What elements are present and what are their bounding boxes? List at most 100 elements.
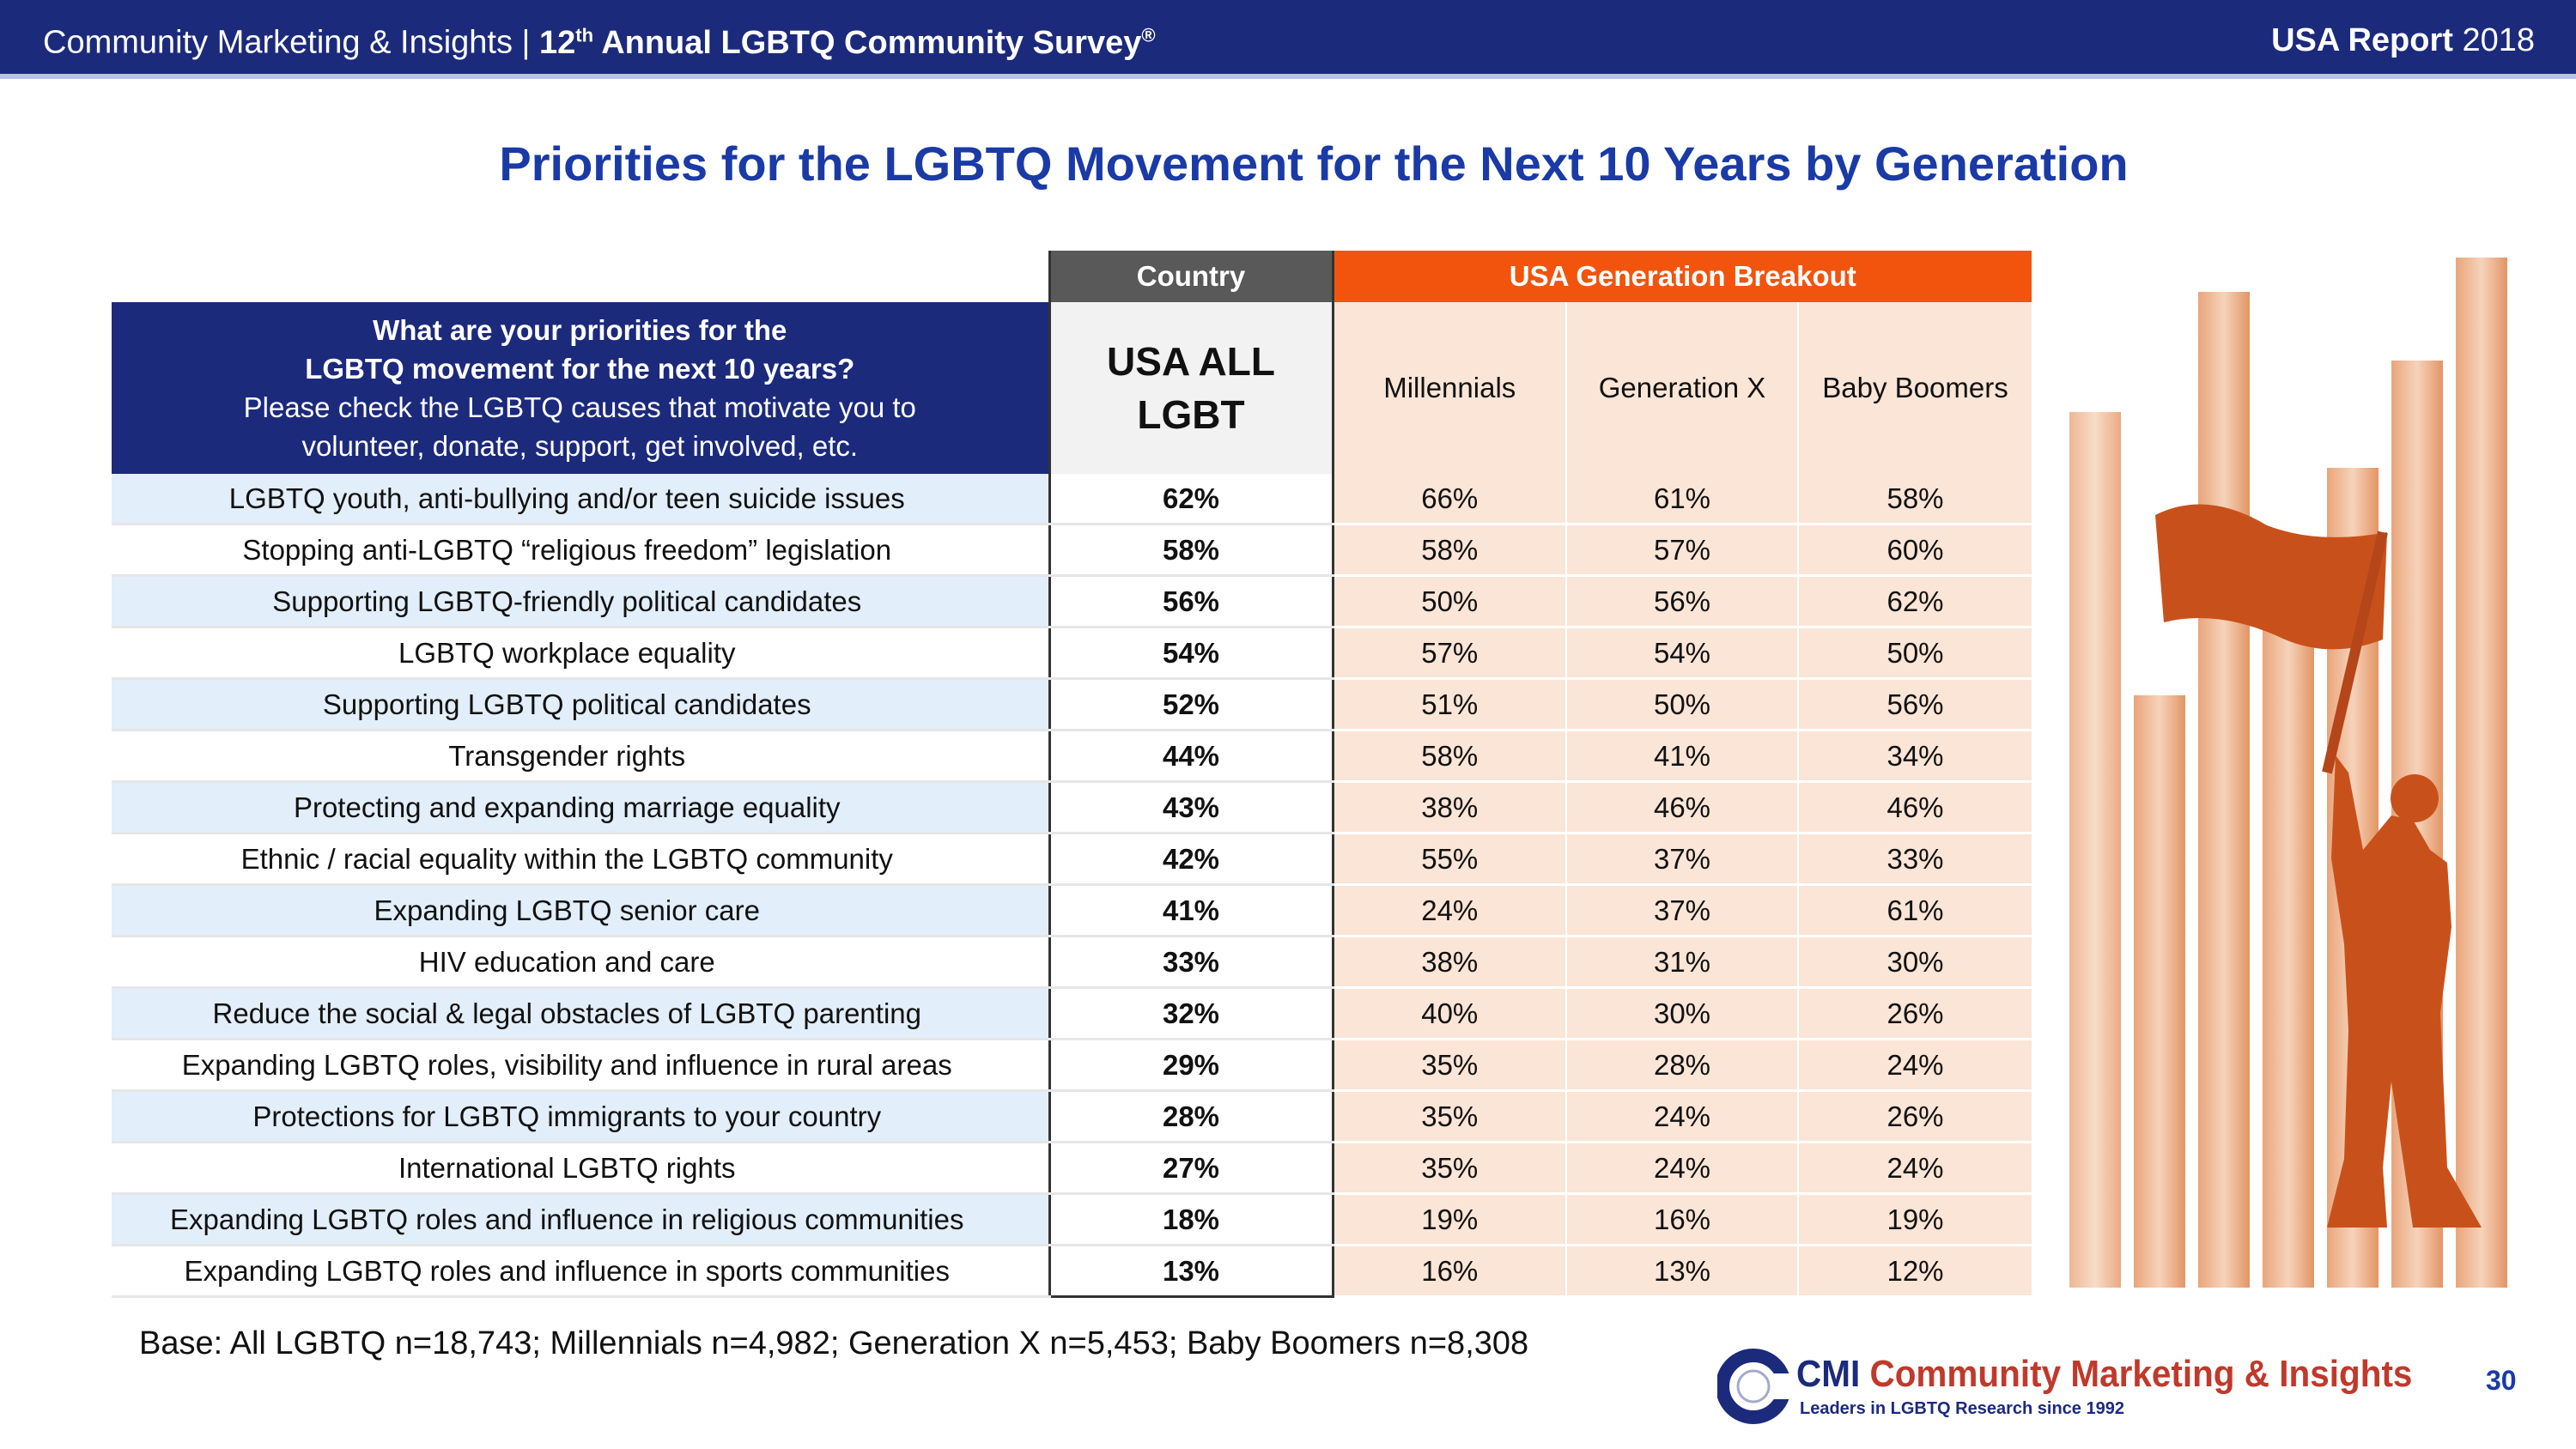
cause-cell: Ethnic / racial equality within the LGBT… bbox=[112, 833, 1049, 886]
stripe-3 bbox=[2198, 292, 2250, 1288]
usa-all-value: 28% bbox=[1048, 1090, 1334, 1143]
millennials-value: 19% bbox=[1332, 1193, 1566, 1246]
table-row: LGBTQ workplace equality 54% 57% 54% 50% bbox=[112, 627, 2032, 680]
genx-value: 37% bbox=[1565, 833, 1798, 886]
band-country: Country bbox=[1048, 251, 1334, 302]
boomers-value: 60% bbox=[1797, 524, 2032, 577]
genx-value: 50% bbox=[1565, 678, 1798, 731]
genx-value: 31% bbox=[1565, 936, 1798, 989]
usa-all-value: 52% bbox=[1048, 678, 1334, 731]
millennials-value: 16% bbox=[1332, 1245, 1566, 1298]
flag-bearer-illustration bbox=[2069, 258, 2507, 1288]
cause-cell: Expanding LGBTQ senior care bbox=[112, 884, 1049, 937]
usa-all-value: 18% bbox=[1048, 1193, 1334, 1246]
usa-all-value: 43% bbox=[1048, 781, 1334, 834]
genx-value: 30% bbox=[1565, 987, 1798, 1040]
report-label: USA Report 2018 bbox=[2271, 22, 2535, 59]
stripe-2 bbox=[2134, 695, 2185, 1288]
cause-cell: International LGBTQ rights bbox=[112, 1142, 1049, 1195]
priorities-table: Country USA Generation Breakout What are… bbox=[112, 251, 2032, 1298]
cause-cell: LGBTQ youth, anti-bullying and/or teen s… bbox=[112, 474, 1049, 525]
genx-value: 46% bbox=[1565, 781, 1798, 834]
stripe-7 bbox=[2456, 258, 2507, 1288]
table-row: International LGBTQ rights 27% 35% 24% 24% bbox=[112, 1142, 2032, 1195]
table-row: Supporting LGBTQ-friendly political cand… bbox=[112, 575, 2032, 628]
boomers-value: 12% bbox=[1797, 1245, 2032, 1298]
cause-cell: Expanding LGBTQ roles and influence in r… bbox=[112, 1193, 1049, 1246]
table-row: Expanding LGBTQ senior care 41% 24% 37% 61% bbox=[112, 884, 2032, 937]
logo-brand: CMI Community Marketing & Insights bbox=[1796, 1353, 2412, 1396]
top-banner: Community Marketing & Insights | 12th An… bbox=[0, 0, 2576, 79]
usa-all-value: 56% bbox=[1048, 575, 1334, 628]
cause-cell: Expanding LGBTQ roles, visibility and in… bbox=[112, 1039, 1049, 1092]
boomers-value: 26% bbox=[1797, 987, 2032, 1040]
boomers-value: 62% bbox=[1797, 575, 2032, 628]
boomers-value: 24% bbox=[1797, 1039, 2032, 1092]
report-name: USA Report bbox=[2271, 22, 2453, 58]
cause-cell: Supporting LGBTQ-friendly political cand… bbox=[112, 575, 1049, 628]
table-row: Supporting LGBTQ political candidates 52%… bbox=[112, 678, 2032, 731]
table-row: LGBTQ youth, anti-bullying and/or teen s… bbox=[112, 474, 2032, 525]
banner-left-text: Community Marketing & Insights | 12th An… bbox=[43, 24, 1156, 62]
boomers-header: Baby Boomers bbox=[1797, 302, 2032, 474]
cause-cell: Reduce the social & legal obstacles of L… bbox=[112, 987, 1049, 1040]
usa-all-value: 42% bbox=[1048, 833, 1334, 886]
genx-value: 41% bbox=[1565, 730, 1798, 783]
logo-tagline: Leaders in LGBTQ Research since 1992 bbox=[1800, 1399, 2124, 1418]
millennials-value: 58% bbox=[1332, 524, 1566, 577]
boomers-value: 56% bbox=[1797, 678, 2032, 731]
usa-all-value: 58% bbox=[1048, 524, 1334, 577]
genx-value: 54% bbox=[1565, 627, 1798, 680]
usa-all-header: USA ALL LGBT bbox=[1048, 302, 1334, 474]
usa-all-value: 33% bbox=[1048, 936, 1334, 989]
boomers-value: 26% bbox=[1797, 1090, 2032, 1143]
boomers-value: 61% bbox=[1797, 884, 2032, 937]
survey-title: 12th Annual LGBTQ Community Survey® bbox=[538, 24, 1156, 61]
base-note: Base: All LGBTQ n=18,743; Millennials n=… bbox=[139, 1325, 1529, 1361]
genx-value: 13% bbox=[1565, 1245, 1798, 1298]
band-generation: USA Generation Breakout bbox=[1333, 251, 2032, 302]
boomers-value: 34% bbox=[1797, 730, 2032, 783]
millennials-value: 58% bbox=[1332, 730, 1566, 783]
millennials-value: 51% bbox=[1332, 678, 1566, 731]
millennials-header: Millennials bbox=[1332, 302, 1566, 474]
person-head bbox=[2391, 774, 2439, 822]
flag-pole bbox=[2322, 530, 2388, 774]
millennials-value: 35% bbox=[1332, 1090, 1566, 1143]
millennials-value: 35% bbox=[1332, 1142, 1566, 1195]
table-row: Stopping anti-LGBTQ “religious freedom” … bbox=[112, 524, 2032, 577]
person-silhouette bbox=[2327, 755, 2482, 1228]
cause-cell: Expanding LGBTQ roles and influence in s… bbox=[112, 1245, 1049, 1298]
cause-cell: HIV education and care bbox=[112, 936, 1049, 989]
boomers-value: 19% bbox=[1797, 1193, 2032, 1246]
table-row: Ethnic / racial equality within the LGBT… bbox=[112, 833, 2032, 886]
cause-cell: Transgender rights bbox=[112, 730, 1049, 783]
genx-header: Generation X bbox=[1565, 302, 1798, 474]
boomers-value: 30% bbox=[1797, 936, 2032, 989]
boomers-value: 50% bbox=[1797, 627, 2032, 680]
boomers-value: 58% bbox=[1797, 474, 2032, 525]
table-row: Transgender rights 44% 58% 41% 34% bbox=[112, 730, 2032, 783]
genx-value: 56% bbox=[1565, 575, 1798, 628]
table-row: Expanding LGBTQ roles and influence in r… bbox=[112, 1193, 2032, 1246]
genx-value: 37% bbox=[1565, 884, 1798, 937]
logo-brand-short: CMI bbox=[1796, 1353, 1861, 1395]
genx-value: 57% bbox=[1565, 524, 1798, 577]
stripe-4 bbox=[2263, 592, 2314, 1288]
cmi-logo: CMI Community Marketing & Insights Leade… bbox=[1717, 1348, 2447, 1425]
millennials-value: 50% bbox=[1332, 575, 1566, 628]
usa-all-value: 44% bbox=[1048, 730, 1334, 783]
usa-all-value: 13% bbox=[1048, 1245, 1334, 1298]
boomers-value: 33% bbox=[1797, 833, 2032, 886]
cause-cell: Protecting and expanding marriage equali… bbox=[112, 781, 1049, 834]
cause-cell: Supporting LGBTQ political candidates bbox=[112, 678, 1049, 731]
millennials-value: 57% bbox=[1332, 627, 1566, 680]
usa-all-value: 54% bbox=[1048, 627, 1334, 680]
table-row: Protecting and expanding marriage equali… bbox=[112, 781, 2032, 834]
millennials-value: 66% bbox=[1332, 474, 1566, 525]
table-row: Expanding LGBTQ roles, visibility and in… bbox=[112, 1039, 2032, 1092]
band-spacer bbox=[112, 251, 1049, 302]
company-name: Community Marketing & Insights bbox=[43, 24, 513, 61]
millennials-value: 24% bbox=[1332, 884, 1566, 937]
flag bbox=[2155, 504, 2387, 650]
